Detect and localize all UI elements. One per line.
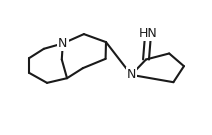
- Text: N: N: [127, 68, 136, 81]
- Text: HN: HN: [139, 27, 158, 40]
- Text: N: N: [58, 37, 67, 50]
